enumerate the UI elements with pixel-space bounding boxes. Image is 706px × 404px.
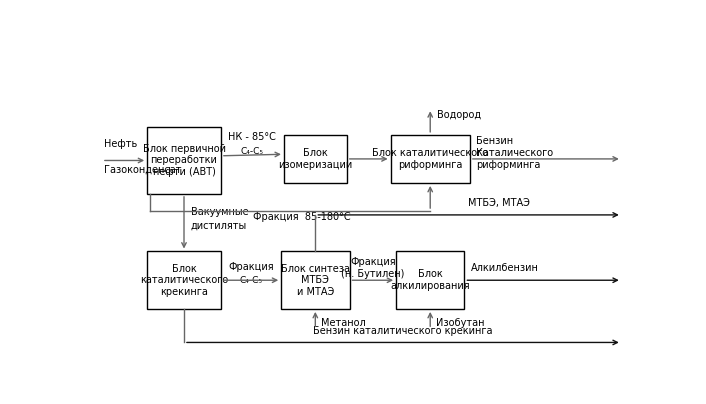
Bar: [284, 135, 347, 183]
Text: Водород: Водород: [437, 109, 481, 120]
Text: Бензин: Бензин: [477, 136, 513, 146]
Text: риформинга: риформинга: [477, 160, 541, 170]
Text: Алкилбензин: Алкилбензин: [471, 263, 539, 273]
Text: (н. Бутилен): (н. Бутилен): [341, 269, 405, 279]
Text: Изобутан: Изобутан: [436, 318, 484, 328]
Text: Бензин каталитического крекинга: Бензин каталитического крекинга: [313, 326, 493, 336]
Bar: [396, 251, 465, 309]
Bar: [390, 135, 470, 183]
Text: Блок
изомеризации: Блок изомеризации: [278, 148, 352, 170]
Text: C₄-C₅: C₄-C₅: [239, 276, 263, 285]
Text: Фракция  85-180°C: Фракция 85-180°C: [253, 213, 350, 222]
Text: Нефть: Нефть: [104, 139, 137, 149]
Text: Блок каталитического
риформинга: Блок каталитического риформинга: [372, 148, 489, 170]
Text: C₄-C₅: C₄-C₅: [241, 147, 264, 156]
Text: дистиляты: дистиляты: [191, 220, 247, 230]
Text: Вакуумные: Вакуумные: [191, 207, 249, 217]
Text: Фракция: Фракция: [228, 262, 274, 272]
Text: Метанол: Метанол: [321, 318, 366, 328]
Text: МТБЭ, МТАЭ: МТБЭ, МТАЭ: [467, 198, 530, 208]
Text: Фракция: Фракция: [350, 257, 395, 267]
Text: Блок синтеза
МТБЭ
и МТАЭ: Блок синтеза МТБЭ и МТАЭ: [281, 264, 349, 297]
Text: Газоконденсат: Газоконденсат: [104, 164, 181, 174]
Text: Каталического: Каталического: [477, 148, 554, 158]
Bar: [147, 127, 221, 194]
Text: НК - 85°C: НК - 85°C: [229, 132, 276, 142]
Text: Блок первичной
переработки
нефти (АВТ): Блок первичной переработки нефти (АВТ): [143, 144, 225, 177]
Bar: [281, 251, 349, 309]
Text: Блок
алкилирования: Блок алкилирования: [390, 269, 470, 291]
Bar: [147, 251, 221, 309]
Text: Блок
каталитического
крекинга: Блок каталитического крекинга: [140, 264, 228, 297]
